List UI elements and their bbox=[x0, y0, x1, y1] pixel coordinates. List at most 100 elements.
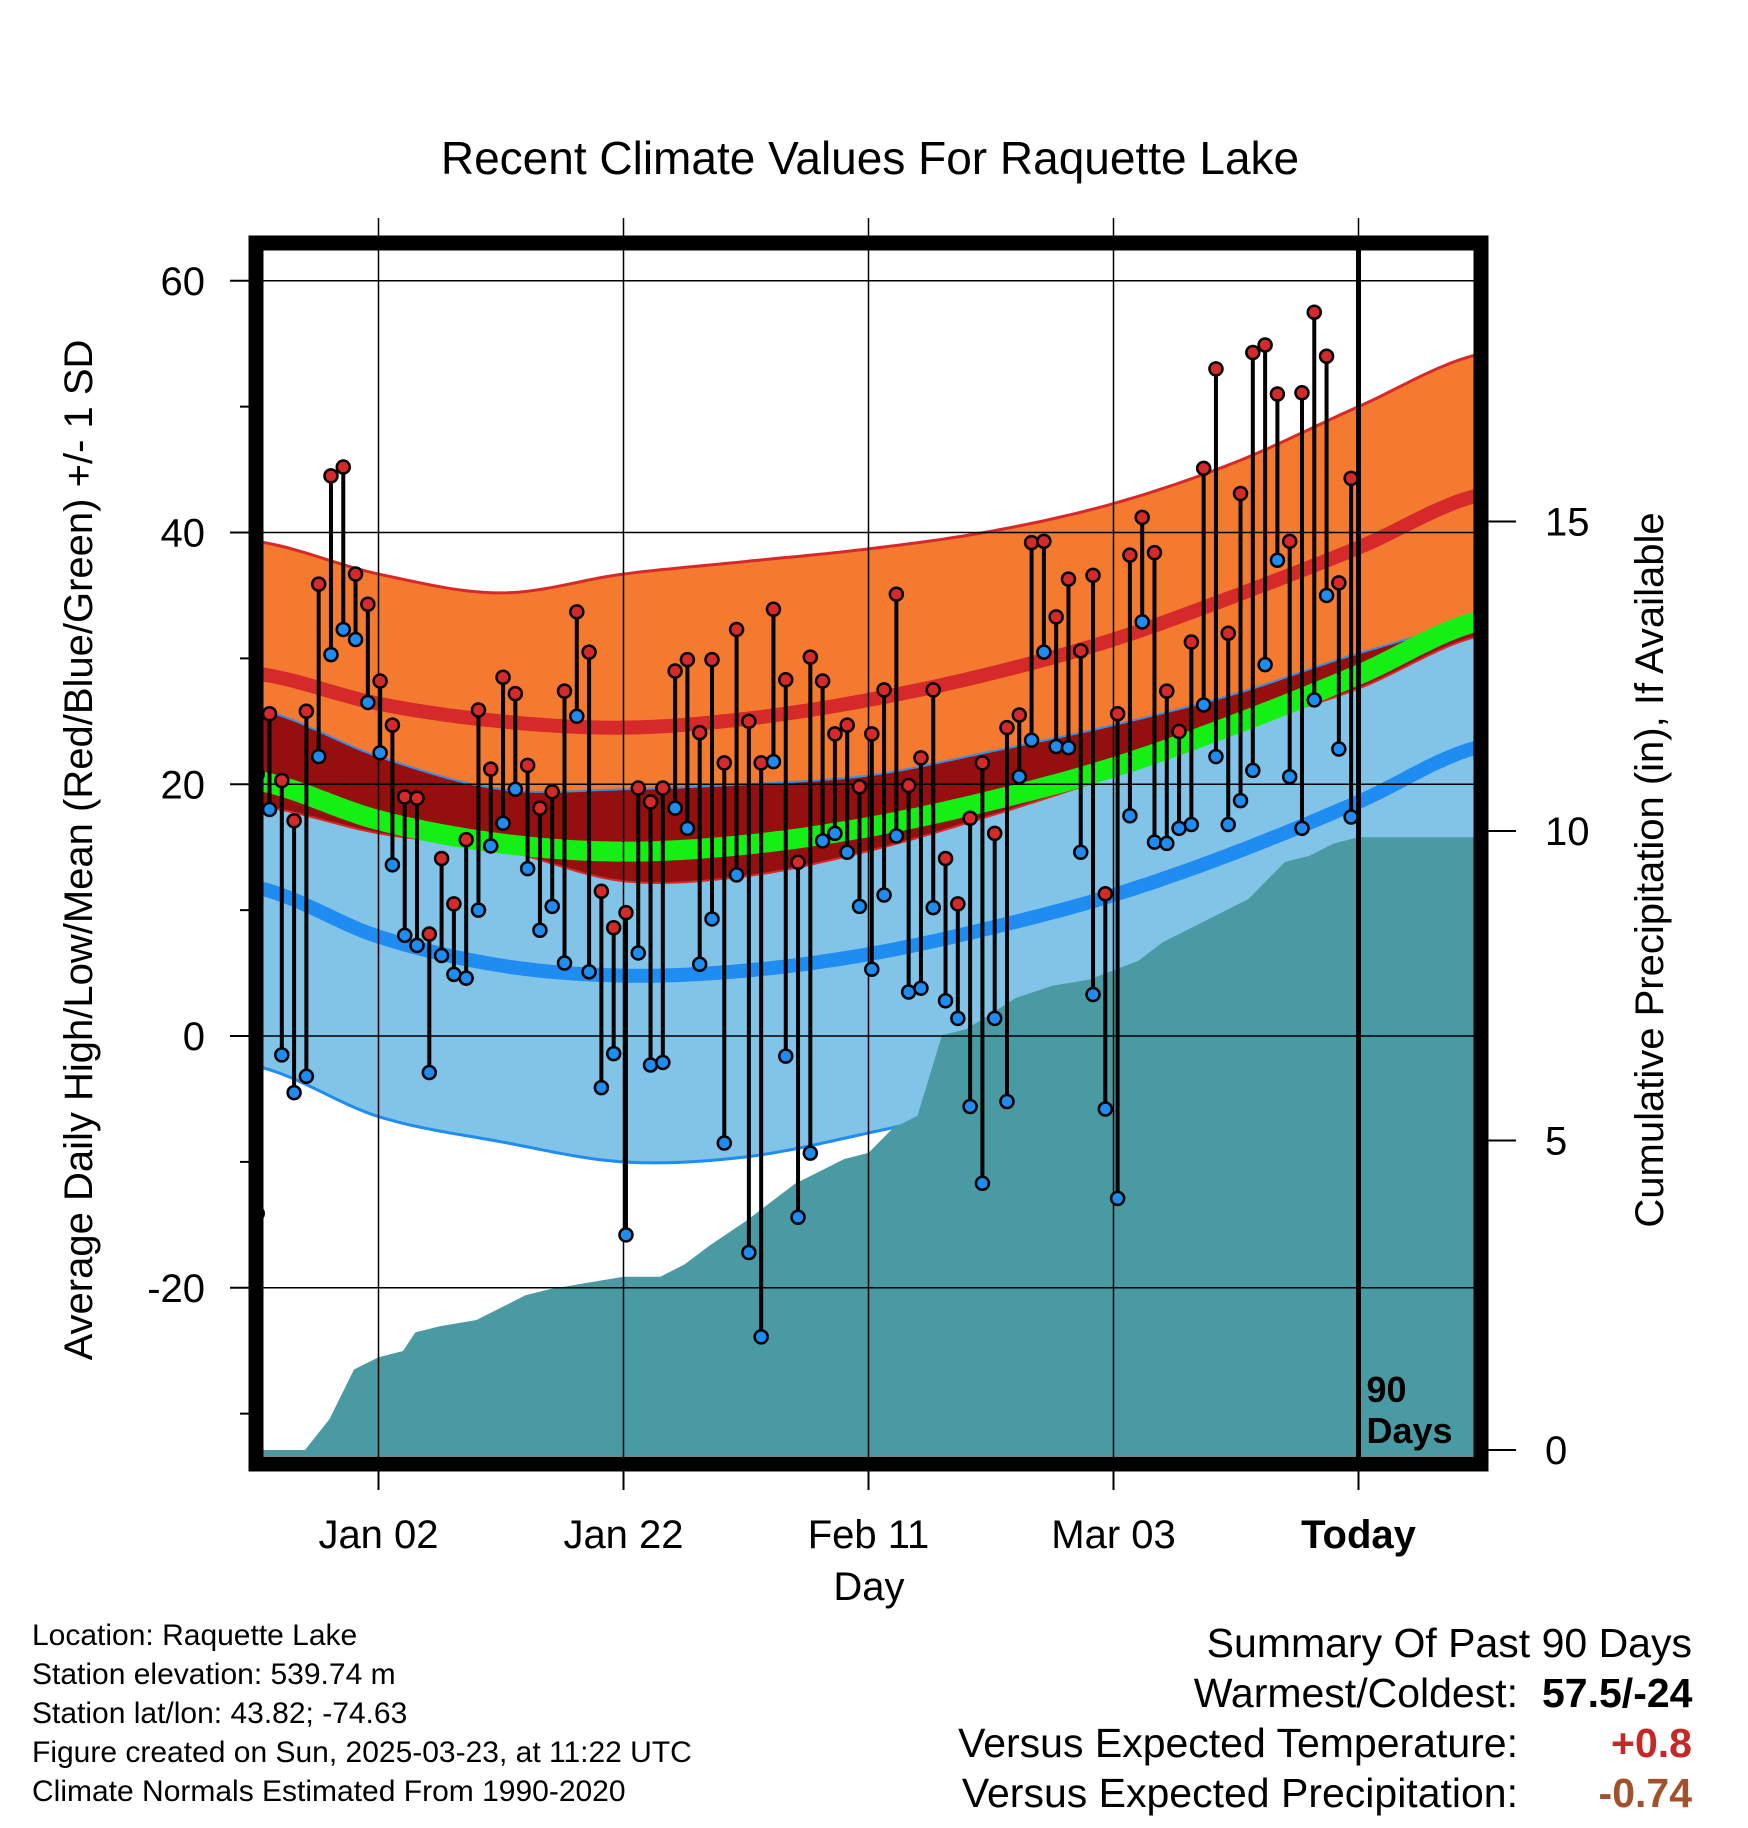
daily-low-point bbox=[396, 927, 413, 944]
daily-low-point bbox=[937, 993, 954, 1009]
daily-low-point bbox=[1097, 1101, 1114, 1117]
daily-low-point bbox=[1281, 768, 1298, 785]
daily-high-point bbox=[396, 789, 413, 805]
daily-high-point bbox=[1208, 361, 1224, 377]
daily-high-point bbox=[1011, 707, 1028, 723]
daily-high-point bbox=[1232, 485, 1249, 502]
daily-low-point bbox=[372, 745, 388, 761]
daily-low-point bbox=[655, 1054, 671, 1071]
daily-high-point bbox=[1343, 470, 1359, 487]
daily-low-point bbox=[1183, 816, 1200, 833]
daily-high-point bbox=[814, 673, 831, 689]
daily-low-point bbox=[1208, 748, 1224, 765]
daily-high-point bbox=[544, 784, 560, 800]
daily-low-point bbox=[974, 1175, 991, 1192]
daily-high-point bbox=[778, 672, 794, 688]
daily-low-point bbox=[310, 748, 327, 765]
daily-high-point bbox=[827, 726, 843, 742]
daily-high-point bbox=[483, 761, 499, 777]
daily-low-point bbox=[1122, 807, 1138, 824]
latlon-text: Station lat/lon: 43.82; -74.63 bbox=[32, 1697, 408, 1730]
daily-low-point bbox=[1171, 820, 1187, 837]
daily-high-point bbox=[433, 850, 450, 867]
daily-low-point bbox=[962, 1098, 978, 1115]
daily-high-point bbox=[1134, 509, 1150, 526]
daily-low-point bbox=[753, 1329, 769, 1345]
daily-low-point bbox=[1048, 738, 1064, 755]
daily-low-point bbox=[1011, 768, 1028, 785]
daily-low-point bbox=[704, 911, 720, 927]
x-tick-label: Jan 22 bbox=[563, 1513, 683, 1557]
summary-title: Summary Of Past 90 Days bbox=[1206, 1620, 1692, 1666]
grid-lines bbox=[230, 218, 1481, 1464]
daily-high-point bbox=[1085, 567, 1101, 584]
y-tick-label: 60 bbox=[161, 260, 206, 304]
daily-low-point bbox=[642, 1057, 659, 1073]
summary-precip: Versus Expected Precipitation: -0.74 bbox=[958, 1768, 1692, 1818]
daily-low-point bbox=[1023, 732, 1040, 748]
daily-high-point bbox=[1097, 886, 1114, 902]
y2-axis-label: Cumulative Precipitation (in), If Availa… bbox=[1628, 512, 1672, 1227]
daily-high-point bbox=[458, 831, 474, 848]
daily-high-point bbox=[507, 685, 524, 702]
daily-high-point bbox=[986, 825, 1003, 842]
daily-low-point bbox=[999, 1093, 1015, 1110]
daily-high-point bbox=[765, 601, 782, 618]
daily-low-point bbox=[1306, 692, 1323, 708]
daily-high-point bbox=[1183, 634, 1200, 650]
daily-high-point bbox=[1122, 547, 1138, 563]
daily-low-point bbox=[532, 922, 548, 939]
daily-low-point bbox=[876, 887, 892, 903]
daily-high-point bbox=[1220, 625, 1236, 641]
daily-high-point bbox=[618, 904, 634, 921]
daily-low-point bbox=[581, 964, 597, 980]
y-tick-label: 40 bbox=[161, 512, 206, 556]
daily-observations bbox=[263, 304, 1359, 1345]
daily-low-point bbox=[1269, 552, 1286, 568]
daily-low-point bbox=[446, 966, 462, 983]
daily-low-point bbox=[851, 898, 868, 915]
daily-high-point bbox=[888, 586, 905, 602]
precip-area bbox=[263, 837, 1474, 1456]
daily-high-point bbox=[372, 673, 388, 689]
summary-panel: Summary Of Past 90 Days Warmest/Coldest:… bbox=[958, 1618, 1692, 1818]
daily-high-point bbox=[421, 926, 438, 942]
daily-low-point bbox=[741, 1244, 757, 1261]
daily-high-point bbox=[864, 726, 880, 742]
daily-low-point bbox=[556, 955, 573, 971]
daily-low-point bbox=[1060, 740, 1077, 756]
daily-low-point bbox=[298, 1068, 315, 1085]
daily-high-point bbox=[298, 703, 315, 720]
daily-low-point bbox=[593, 1079, 610, 1096]
y-tick-label: 20 bbox=[161, 763, 206, 807]
today-days-number: 90 bbox=[1367, 1369, 1407, 1410]
daily-high-point bbox=[1318, 348, 1335, 365]
climate-chart: Recent Climate Values For Raquette Lake … bbox=[57, 132, 1672, 1609]
daily-low-point bbox=[384, 857, 401, 873]
daily-high-point bbox=[1023, 534, 1040, 551]
daily-high-point bbox=[753, 755, 769, 771]
daily-low-point bbox=[1159, 835, 1175, 852]
station-info: Location: Raquette Lake Station elevatio… bbox=[32, 1616, 692, 1811]
warm-cold-label: Warmest/Coldest: bbox=[1193, 1670, 1518, 1716]
daily-low-point bbox=[925, 899, 941, 916]
daily-high-point bbox=[360, 596, 376, 613]
daily-low-point bbox=[728, 867, 745, 883]
precip-label: Versus Expected Precipitation: bbox=[961, 1770, 1518, 1816]
daily-low-point bbox=[913, 980, 929, 996]
y2-tick-label: 5 bbox=[1545, 1120, 1567, 1164]
normals-text: Climate Normals Estimated From 1990-2020 bbox=[32, 1775, 626, 1808]
summary-temp: Versus Expected Temperature: +0.8 bbox=[958, 1718, 1692, 1768]
daily-low-point bbox=[605, 1045, 622, 1062]
daily-high-point bbox=[950, 896, 966, 912]
daily-low-point bbox=[495, 815, 511, 832]
daily-low-point bbox=[347, 631, 364, 648]
daily-high-point bbox=[470, 702, 487, 718]
daily-low-point bbox=[335, 621, 352, 638]
daily-low-point bbox=[827, 825, 843, 842]
daily-low-point bbox=[691, 956, 708, 973]
x-tick-label: Today bbox=[1301, 1513, 1417, 1557]
daily-low-point bbox=[790, 1209, 806, 1226]
daily-high-point bbox=[1281, 533, 1298, 550]
daily-high-point bbox=[593, 883, 610, 900]
